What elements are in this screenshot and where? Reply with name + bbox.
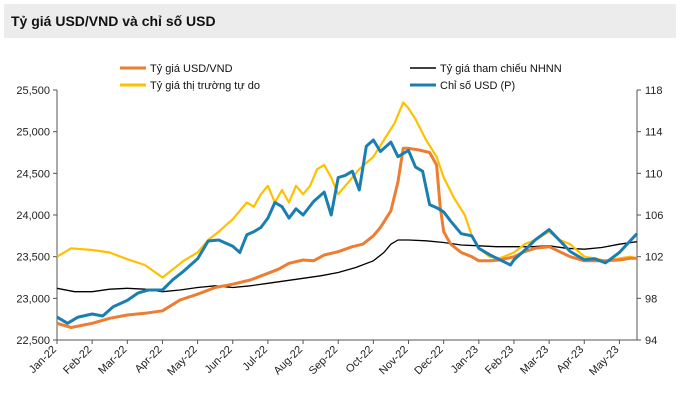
- x-tick-label: Aug-22: [272, 344, 306, 378]
- x-tick-label: Sep-22: [307, 344, 341, 378]
- x-tick-label: May-23: [587, 344, 621, 378]
- y-left-tick-label: 25,500: [16, 85, 50, 97]
- y-right-tick-label: 102: [645, 252, 663, 264]
- y-right-tick-label: 98: [645, 293, 657, 305]
- x-tick-label: Apr-23: [555, 344, 587, 376]
- y-right-tick-label: 114: [645, 127, 663, 139]
- legend-label: Tỷ giá tham chiếu NHNN: [440, 63, 562, 75]
- y-right-tick-label: 106: [645, 210, 663, 222]
- x-tick-label: Mar-22: [96, 344, 129, 377]
- title-bar: Tỷ giá USD/VND và chỉ số USD: [4, 4, 676, 38]
- x-tick-label: Mar-23: [518, 344, 551, 377]
- x-tick-label: Nov-22: [377, 344, 411, 378]
- y-right-tick-label: 94: [645, 335, 657, 347]
- y-left-tick-label: 24,500: [16, 168, 50, 180]
- y-right-tick-label: 110: [645, 168, 663, 180]
- x-tick-label: Apr-22: [133, 344, 165, 376]
- series-line-1: [56, 101, 638, 279]
- y-left-tick-label: 23,500: [16, 252, 50, 264]
- x-tick-label: Dec-22: [412, 344, 446, 378]
- chart-title: Tỷ giá USD/VND và chỉ số USD: [11, 13, 216, 29]
- series-line-0: [56, 146, 637, 329]
- legend-label: Tỷ giá thị trường tự do: [150, 80, 260, 92]
- legend-label: Chỉ số USD (P): [440, 80, 515, 92]
- x-tick-label: Feb-23: [483, 344, 516, 377]
- x-tick-label: Feb-22: [61, 344, 94, 377]
- y-left-tick-label: 23,000: [16, 293, 50, 305]
- legend-label: Tỷ giá USD/VND: [150, 63, 233, 75]
- x-tick-label: Oct-22: [344, 344, 376, 376]
- series-line-3: [56, 138, 639, 325]
- y-left-tick-label: 24,000: [16, 210, 50, 222]
- y-right-tick-label: 118: [645, 85, 663, 97]
- y-left-tick-label: 25,000: [16, 127, 50, 139]
- x-tick-label: May-22: [165, 344, 199, 378]
- x-tick-label: Jun-22: [203, 344, 235, 376]
- x-tick-label: Jan-23: [449, 344, 481, 376]
- x-tick-label: Jul-22: [240, 344, 270, 374]
- y-left-tick-label: 22,500: [16, 335, 50, 347]
- x-tick-label: Jan-22: [27, 344, 59, 376]
